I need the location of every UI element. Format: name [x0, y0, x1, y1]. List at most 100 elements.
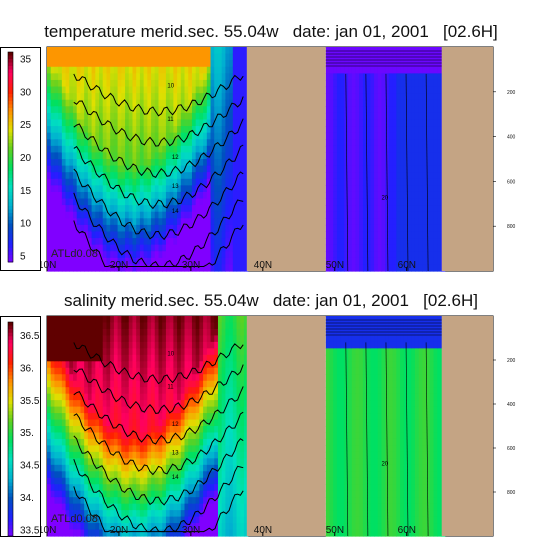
field-cell [199, 112, 204, 121]
field-cell [388, 218, 394, 226]
field-cell [325, 66, 331, 74]
field-cell [348, 218, 353, 226]
field-cell [136, 198, 141, 206]
field-cell [50, 257, 56, 266]
field-cell [169, 198, 174, 206]
field-cell [128, 503, 134, 511]
field-cell [236, 503, 241, 511]
field-cell [374, 198, 379, 206]
field-cell [69, 112, 74, 121]
field-cell [429, 132, 435, 140]
field-cell [132, 218, 137, 226]
field-cell [54, 484, 59, 492]
field-cell [229, 322, 234, 330]
field-cell [110, 139, 115, 147]
field-cell [65, 451, 70, 459]
field-cell [165, 458, 171, 466]
field-cell [121, 205, 126, 213]
field-cell [225, 211, 230, 219]
field-cell [184, 348, 189, 356]
field-cell [136, 432, 141, 440]
field-cell [173, 159, 178, 167]
field-cell [73, 406, 78, 414]
field-cell [199, 218, 204, 226]
field-cell [110, 198, 115, 206]
field-cell [106, 380, 111, 388]
field-cell [243, 172, 249, 180]
field-cell [374, 60, 379, 68]
field-cell [158, 406, 163, 414]
field-cell [151, 426, 156, 434]
field-cell [437, 211, 442, 219]
field-cell [61, 464, 67, 472]
field-cell [65, 185, 70, 193]
field-cell [426, 60, 431, 68]
field-cell [221, 426, 226, 434]
field-cell [139, 387, 145, 395]
field-cell [403, 205, 409, 213]
field-cell [355, 86, 360, 94]
field-cell [99, 354, 104, 362]
field-cell [143, 244, 148, 252]
field-cell [214, 406, 219, 414]
field-cell [139, 172, 145, 180]
field-cell [80, 464, 85, 472]
field-cell [243, 264, 249, 272]
field-cell [151, 419, 156, 427]
field-cell [388, 244, 394, 252]
field-cell [374, 165, 379, 173]
field-cell [125, 191, 130, 200]
field-cell [154, 361, 160, 369]
field-cell [132, 438, 137, 447]
field-cell [110, 53, 115, 61]
field-cell [113, 400, 119, 408]
field-cell [50, 406, 56, 414]
field-cell [396, 178, 401, 186]
field-cell [388, 60, 394, 68]
field-cell [180, 238, 186, 246]
field-cell [84, 380, 89, 388]
field-cell [50, 264, 56, 272]
field-cell [366, 152, 371, 160]
field-cell [221, 471, 226, 479]
field-cell [359, 139, 364, 147]
field-cell [84, 99, 89, 107]
field-cell [73, 380, 78, 388]
field-cell [65, 211, 70, 219]
field-cell [429, 99, 435, 107]
field-cell [61, 380, 67, 388]
field-cell [236, 231, 241, 239]
field-cell [229, 119, 234, 127]
field-cell [169, 152, 174, 160]
field-cell [191, 251, 197, 259]
field-cell [136, 145, 141, 154]
field-cell [188, 86, 193, 94]
field-cell [396, 159, 401, 167]
field-cell [47, 523, 52, 531]
field-cell [418, 165, 423, 173]
field-cell [403, 257, 409, 266]
field-cell [165, 218, 171, 226]
field-cell [50, 477, 56, 485]
field-cell [99, 139, 104, 147]
field-cell [80, 231, 85, 239]
field-cell [132, 231, 137, 239]
field-cell [50, 328, 56, 337]
field-cell [158, 335, 163, 343]
field-cell [58, 60, 63, 68]
field-cell [162, 218, 167, 226]
field-cell [132, 316, 137, 324]
field-cell [173, 516, 178, 524]
field-cell [243, 354, 249, 362]
field-cell [80, 380, 85, 388]
field-cell [210, 185, 215, 193]
field-cell [125, 198, 130, 206]
field-cell [106, 458, 111, 466]
field-cell [184, 145, 189, 154]
field-cell [76, 165, 82, 173]
field-cell [61, 490, 67, 498]
field-cell [180, 341, 186, 349]
field-cell [73, 93, 78, 101]
field-cell [113, 198, 119, 206]
field-cell [151, 335, 156, 343]
